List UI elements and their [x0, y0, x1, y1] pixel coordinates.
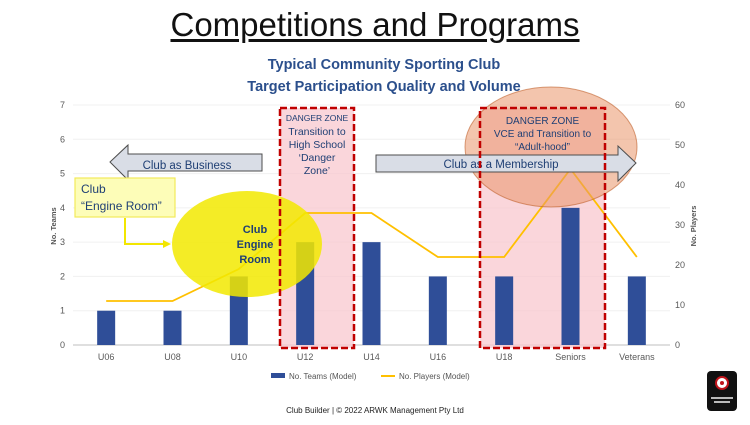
y2-tick-label: 40 [675, 180, 685, 190]
danger-zone-2-line-1: VCE and Transition to [494, 129, 592, 140]
x-tick-label: U14 [363, 352, 380, 362]
engine-room-callout-box [74, 177, 176, 218]
bar-u08 [163, 310, 182, 345]
x-tick-label: Veterans [619, 352, 655, 362]
chart-overlays: Club as Business Club as a Membership Club… [74, 86, 638, 297]
y-tick-label: 1 [60, 306, 65, 316]
chart-axes: 0 1 2 3 4 5 6 7 0 10 20 30 40 50 60 U06 U08 U10 U12 U14 U16 U… [60, 100, 685, 362]
bar-veterans [627, 276, 646, 345]
y2-tick-label: 30 [675, 220, 685, 230]
bar-u06 [97, 310, 116, 345]
y2-tick-label: 60 [675, 100, 685, 110]
danger-zone-1-line-4: Zone’ [304, 165, 330, 177]
y-tick-label: 2 [60, 271, 65, 281]
danger-zone-1-line-2: High School [289, 139, 346, 151]
engine-room-label-1: Club [243, 224, 268, 236]
y2-tick-label: 20 [675, 260, 685, 270]
legend-swatch-teams [271, 373, 285, 378]
arrow-right-icon [375, 144, 637, 183]
bar-u16 [428, 276, 447, 345]
legend-label-players: No. Players (Model) [399, 372, 470, 381]
y-axis-title: No. Teams [49, 207, 58, 244]
engine-room-callout-line-1: Club [81, 182, 106, 196]
y2-tick-label: 0 [675, 340, 680, 350]
danger-zone-1-border [278, 106, 356, 350]
callout-arrow-icon [163, 240, 171, 248]
x-tick-label: U16 [430, 352, 447, 362]
y2-tick-label: 10 [675, 300, 685, 310]
engine-room-label-3: Room [239, 254, 270, 266]
danger-zone-2-border [478, 106, 607, 350]
y-tick-label: 7 [60, 100, 65, 110]
chart-title: Typical Community Sporting Club [268, 57, 501, 73]
arrow-left-label: Club as Business [143, 160, 232, 172]
logo-ball-icon [715, 376, 729, 390]
x-tick-label: Seniors [555, 352, 586, 362]
footer-copyright: Club Builder | © 2022 ARWK Management Pt… [286, 406, 464, 415]
legend-label-teams: No. Teams (Model) [289, 372, 357, 381]
callout-connector [124, 218, 163, 245]
bar-u14 [362, 242, 381, 345]
danger-zone-1-line-1: Transition to [288, 126, 346, 138]
y2-axis-title: No. Players [689, 206, 698, 247]
x-tick-label: U10 [231, 352, 248, 362]
page-title: Competitions and Programs [170, 6, 580, 43]
danger-zone-2-line-2: “Adult-hood” [515, 142, 570, 153]
x-tick-label: U06 [98, 352, 115, 362]
adulthood-circle [464, 86, 638, 208]
engine-room-ellipse [172, 191, 322, 297]
danger-zone-1-line-3: ‘Danger [299, 152, 336, 164]
y2-tick-label: 50 [675, 140, 685, 150]
bar-seniors [561, 207, 580, 345]
chart-subtitle: Target Participation Quality and Volume [247, 79, 520, 95]
y-tick-label: 0 [60, 340, 65, 350]
danger-zone-2-heading: DANGER ZONE [506, 116, 580, 127]
engine-room-label-2: Engine [237, 239, 274, 251]
y-tick-label: 3 [60, 237, 65, 247]
danger-zone-1-heading: DANGER ZONE [286, 113, 349, 123]
bar-u18 [495, 276, 514, 345]
y-tick-label: 5 [60, 169, 65, 179]
y-tick-label: 6 [60, 134, 65, 144]
y-tick-label: 4 [60, 203, 65, 213]
x-tick-label: U18 [496, 352, 513, 362]
x-tick-label: U08 [164, 352, 181, 362]
club-builder-logo [707, 371, 737, 411]
x-tick-label: U12 [297, 352, 314, 362]
engine-room-callout-line-2: “Engine Room” [81, 199, 162, 213]
arrow-right-label: Club as a Membership [443, 159, 558, 171]
